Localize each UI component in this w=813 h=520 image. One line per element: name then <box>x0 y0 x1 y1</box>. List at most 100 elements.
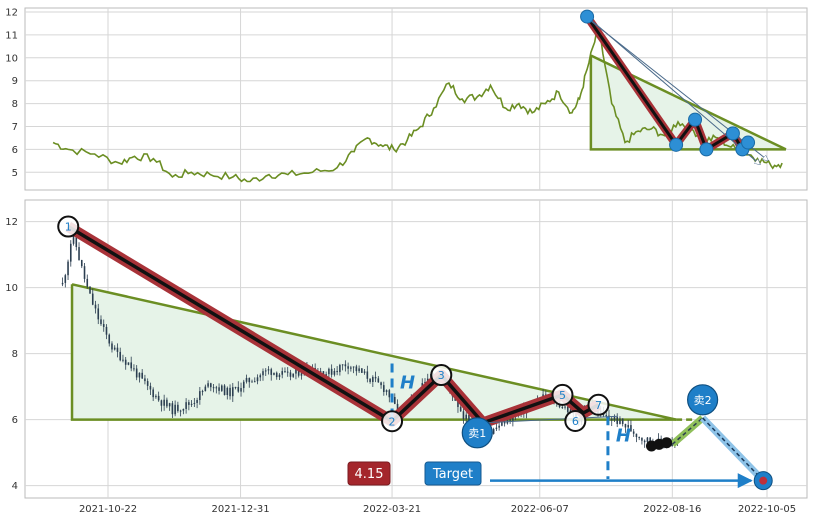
candle-body <box>363 371 366 373</box>
candle-body <box>393 396 396 404</box>
candle-body <box>336 370 338 373</box>
sell-signal-label: 卖2 <box>694 394 712 407</box>
candle-body <box>163 399 165 406</box>
main-x-tick-label: 2022-06-07 <box>511 504 569 515</box>
candle-body <box>111 343 113 350</box>
overview-zigzag-point <box>688 112 703 127</box>
zigzag-point-marker <box>57 215 80 238</box>
overview-y-tick-label: 12 <box>5 8 18 19</box>
candle-body <box>300 373 303 376</box>
candle-body <box>105 326 108 335</box>
candle-body <box>242 381 245 389</box>
candle-body <box>97 308 100 320</box>
candle-body <box>388 390 391 398</box>
candle-body <box>166 399 168 407</box>
candle-body <box>193 402 196 404</box>
main-y-tick-label: 12 <box>5 217 18 228</box>
candle-body <box>347 366 349 369</box>
candle-body <box>221 385 223 391</box>
candle-body <box>253 381 256 383</box>
candle-body <box>91 293 94 305</box>
candle-body <box>113 347 116 350</box>
candle-body <box>468 414 470 425</box>
candle-body <box>621 418 624 424</box>
candle-body <box>361 368 363 373</box>
main-y-tick-label: 6 <box>12 415 18 426</box>
candle-body <box>641 437 643 441</box>
candle-body <box>457 400 459 408</box>
candle-body <box>262 371 264 376</box>
main-y-tick-label: 4 <box>12 481 18 492</box>
sell-signals: 卖1 卖2 <box>461 384 719 449</box>
main-y-tick-label: 10 <box>5 283 18 294</box>
candle-body <box>245 377 248 382</box>
candle-body <box>561 406 564 408</box>
zigzag-point-markers: 1 2 3 56 7 <box>57 215 610 433</box>
overview-y-tick-label: 7 <box>12 122 18 133</box>
candle-body <box>72 234 75 244</box>
candle-body <box>495 427 498 430</box>
candle-body <box>613 417 616 421</box>
candle-body <box>330 368 333 375</box>
candle-body <box>564 406 566 408</box>
main-x-tick-label: 2022-03-21 <box>363 504 421 515</box>
candle-body <box>144 378 146 382</box>
candle-body <box>157 395 160 401</box>
candle-body <box>102 324 105 327</box>
candle-body <box>355 366 358 372</box>
candle-body <box>319 371 322 373</box>
candle-body <box>333 370 336 375</box>
candle-body <box>122 359 124 361</box>
candle-body <box>286 371 289 373</box>
candle-body <box>566 406 569 413</box>
target-value-box: 4.15 <box>347 461 391 486</box>
target-value-text: 4.15 <box>355 467 384 482</box>
candle-body <box>328 368 330 375</box>
candle-body <box>372 376 374 382</box>
candle-body <box>569 409 572 413</box>
main-x-tick-label: 2022-10-05 <box>738 504 796 515</box>
candle-body <box>267 369 270 371</box>
zigzag-point-label: 3 <box>438 369 445 382</box>
candle-body <box>78 247 80 261</box>
candle-body <box>210 383 212 388</box>
candle-body <box>226 387 229 396</box>
candle-body <box>377 378 380 383</box>
zigzag-point-label: 7 <box>595 399 602 412</box>
candle-body <box>204 386 207 392</box>
candle-body <box>624 423 627 428</box>
candle-body <box>295 368 297 374</box>
candle-body <box>385 390 388 392</box>
overview-zigzag-point <box>699 142 714 157</box>
candle-body <box>100 319 102 325</box>
candle-body <box>108 334 111 344</box>
zigzag-point-label: 2 <box>389 415 396 428</box>
candle-body <box>223 385 226 396</box>
candle-body <box>380 382 382 386</box>
candle-body <box>630 425 632 432</box>
candle-body <box>196 399 198 403</box>
overview-y-tick-label: 5 <box>12 168 18 179</box>
overview-y-tick-label: 9 <box>12 76 18 87</box>
candle-body <box>75 234 78 248</box>
candle-body <box>256 377 259 382</box>
candle-body <box>344 364 347 367</box>
candle-body <box>251 381 253 383</box>
candle-body <box>190 403 193 405</box>
projection-band-up <box>670 415 705 447</box>
candle-body <box>275 372 278 378</box>
candle-body <box>627 425 629 428</box>
candle-body <box>171 403 174 415</box>
candle-body <box>492 429 495 434</box>
candle-body <box>201 391 204 393</box>
candle-body <box>231 387 234 397</box>
candle-body <box>259 375 262 378</box>
candle-body <box>160 400 163 406</box>
main-y-tick-label: 8 <box>12 349 18 360</box>
candle-body <box>605 415 608 417</box>
height-marker-label: H <box>400 372 415 393</box>
height-reference-line <box>482 415 618 424</box>
candle-body <box>248 377 251 383</box>
candle-body <box>149 385 152 390</box>
